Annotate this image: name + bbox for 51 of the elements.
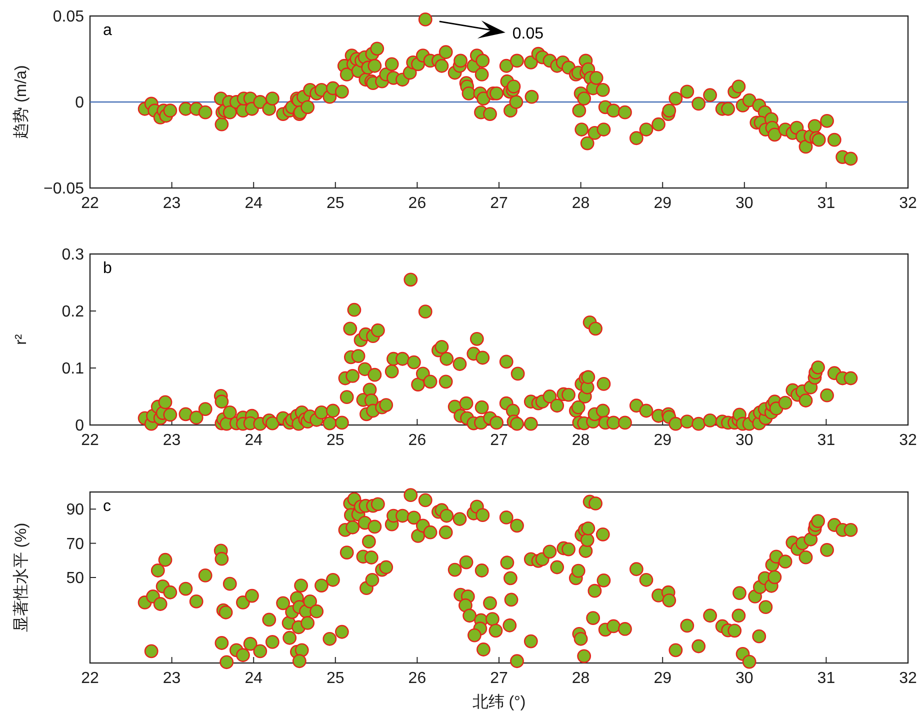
annotation: a (103, 22, 112, 39)
x-tick-label: 31 (817, 670, 836, 687)
x-tick-label: 28 (572, 670, 590, 687)
x-tick-label: 23 (162, 432, 181, 449)
x-axis-title: 北纬 (°) (472, 693, 526, 711)
y-tick-label: 0.05 (52, 8, 84, 26)
y-tick-label: 0.1 (62, 360, 84, 378)
x-tick-label: 25 (326, 670, 344, 687)
y-tick-label: 70 (66, 536, 84, 553)
x-tick-label: 25 (326, 195, 344, 212)
y-tick-label: 50 (66, 570, 84, 587)
y-axis-title: 显著性水平 (%) (12, 522, 30, 632)
y-tick-label: 90 (66, 502, 84, 519)
x-tick-label: 31 (817, 432, 836, 449)
x-tick-label: 30 (736, 432, 754, 449)
y-axis-title: r² (13, 334, 30, 345)
x-tick-label: 22 (81, 432, 99, 449)
x-tick-label: 30 (736, 195, 754, 212)
x-tick-label: 22 (81, 195, 99, 212)
x-tick-label: 26 (408, 195, 426, 212)
x-tick-label: 28 (572, 432, 590, 449)
x-tick-label: 27 (490, 670, 508, 687)
x-tick-label: 24 (244, 670, 263, 687)
x-tick-label: 25 (326, 432, 344, 449)
x-tick-label: 29 (654, 670, 672, 687)
x-tick-label: 28 (572, 195, 590, 212)
x-tick-label: 27 (490, 432, 508, 449)
x-tick-label: 22 (81, 670, 99, 687)
y-tick-label: −0.05 (44, 180, 84, 198)
y-tick-label: 0 (75, 418, 84, 434)
x-tick-label: 29 (654, 432, 672, 449)
x-tick-label: 24 (244, 195, 263, 212)
annotation: c (103, 498, 111, 515)
x-tick-label: 23 (162, 195, 181, 212)
x-tick-label: 31 (817, 195, 836, 212)
x-tick-label: 30 (736, 670, 754, 687)
annotation: b (103, 260, 112, 277)
x-tick-label: 32 (899, 670, 917, 687)
x-tick-label: 32 (899, 195, 917, 212)
x-tick-label: 26 (408, 432, 426, 449)
x-tick-label: 24 (244, 432, 263, 449)
x-tick-label: 32 (899, 432, 917, 449)
y-tick-label: 0 (75, 94, 84, 112)
x-tick-label: 29 (654, 195, 672, 212)
x-tick-label: 26 (408, 670, 426, 687)
x-tick-label: 27 (490, 195, 508, 212)
annotation: 0.05 (512, 25, 544, 42)
y-tick-label: 0.3 (62, 246, 84, 264)
x-tick-label: 23 (162, 670, 181, 687)
y-tick-label: 0.2 (62, 304, 84, 320)
y-axis-title: 趋势 (m/a) (12, 65, 30, 139)
